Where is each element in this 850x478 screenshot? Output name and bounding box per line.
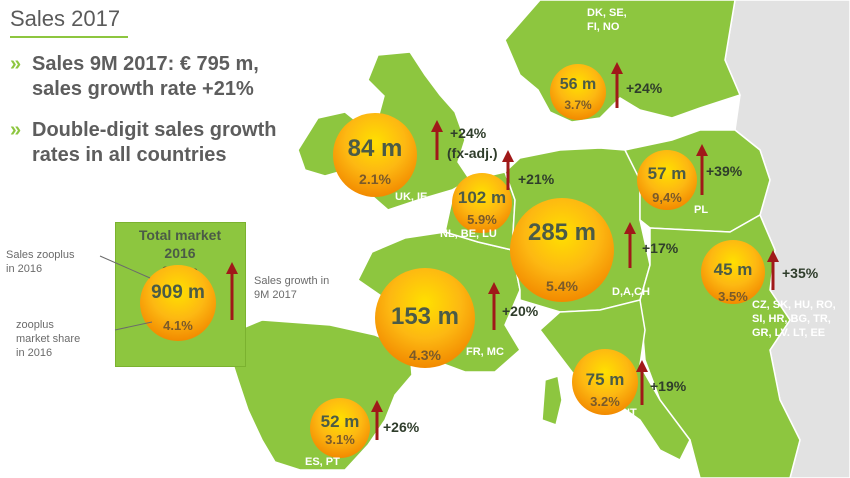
note-line: market share [16,333,81,345]
region-label-pl: PL [694,204,709,216]
sales-value-nordics: 56 m [559,76,597,93]
total-market-title: Total market [138,227,222,243]
market-share-fr-mc: 4.3% [409,347,441,363]
region-label-nordics: FI, NO [587,21,620,33]
legend-bubble-share: 4.1% [163,318,193,333]
sales-bubble-fr-mc [375,268,475,368]
sales-value-cee: 45 m [713,259,753,279]
sales-value-fr-mc: 153 m [390,303,460,330]
sales-value-nl-be-lu: 102 m [457,187,507,207]
legend-growth-arrowhead-icon [226,262,238,274]
growth-arrowhead-icon [371,400,383,412]
growth-note-uk-ie: (fx-adj.) [447,145,498,161]
note-sales-zooplus: Sales zooplus in 2016 [6,248,75,276]
bullet-sales: » Sales 9M 2017: € 795 m, sales growth r… [10,52,310,102]
bullet-sales-line-1: Sales 9M 2017: € 795 m, [32,53,259,75]
bullet-chevron-icon: » [10,119,22,141]
growth-rate-cee: +35% [782,265,819,281]
title-underline [10,36,128,38]
total-market-year: 2016 [164,245,196,261]
region-label-cee: GR, LV. LT, EE [752,327,826,339]
note-growth: Sales growth in 9M 2017 [254,274,329,302]
region-label-nordics: DK, SE, [587,7,627,19]
bullet-sales-line-2: sales growth rate +21% [32,78,254,100]
sales-bubble-es-pt [310,398,370,458]
sales-value-pl: 57 m [647,163,687,183]
note-line: in 2016 [16,347,53,359]
sales-bubble-nordics [550,64,606,120]
market-share-nl-be-lu: 5.9% [467,211,497,227]
growth-arrowhead-icon [767,250,779,262]
growth-arrowhead-icon [431,120,443,132]
sales-value-uk-ie: 84 m [347,135,403,162]
growth-rate-es-pt: +26% [383,419,420,435]
sales-bubble-d-a-ch [510,198,614,302]
region-label-d-a-ch: D,A,CH [612,286,650,298]
market-share-uk-ie: 2.1% [359,171,391,187]
note-line: Sales zooplus [6,249,75,261]
pointer-line [99,255,151,279]
sales-bubble-cee [701,240,765,304]
sales-value-es-pt: 52 m [320,411,360,431]
bullet-growth-line-1: Double-digit sales growth [32,119,277,141]
growth-rate-uk-ie: +24% [450,125,487,141]
growth-rate-fr-mc: +20% [502,303,539,319]
bullet-growth: » Double-digit sales growth rates in all… [10,118,310,168]
note-line: Sales growth in [254,275,330,287]
sales-value-d-a-ch: 285 m [527,219,597,246]
region-shape-islands [541,375,563,426]
market-share-d-a-ch: 5.4% [546,278,578,294]
note-line: zooplus [16,319,54,331]
market-share-it: 3.2% [590,393,620,409]
legend-bubble-value: 909 m [151,282,205,303]
market-share-pl: 9,4% [652,189,682,205]
region-label-es-pt: ES, PT [305,456,340,468]
growth-arrowhead-icon [502,150,514,162]
region-label-fr-mc: FR, MC [466,346,504,358]
growth-rate-pl: +39% [706,163,743,179]
region-label-it: IT [627,407,637,419]
growth-rate-d-a-ch: +17% [642,240,679,256]
market-share-es-pt: 3.1% [325,431,355,447]
region-label-nl-be-lu: NL, BE, LU [440,228,497,240]
region-label-cee: CZ, SK, HU, RO, [752,299,836,311]
growth-arrowhead-icon [611,62,623,74]
bullet-chevron-icon: » [10,53,22,75]
sales-bubble-pl [637,150,697,210]
sales-value-it: 75 m [585,369,625,389]
note-line: 9M 2017 [254,289,297,301]
growth-arrowhead-icon [636,360,648,372]
page-title: Sales 2017 [10,6,121,31]
note-line: in 2016 [6,263,43,275]
legend-bubble [140,265,216,341]
growth-arrowhead-icon [696,144,708,156]
market-share-cee: 3.5% [718,288,748,304]
growth-rate-nl-be-lu: +21% [518,171,555,187]
note-market-share: zooplus market share in 2016 [16,318,80,360]
pointer-line [114,321,153,331]
market-share-nordics: 3.7% [564,98,592,112]
region-label-cee: SI, HR, BG, TR, [752,313,831,325]
growth-arrowhead-icon [624,222,636,234]
sales-bubble-uk-ie [333,113,417,197]
sales-bubble-nl-be-lu [452,173,512,233]
growth-arrowhead-icon [488,282,500,294]
sales-bubble-it [572,349,638,415]
bullet-growth-line-2: rates in all countries [32,144,227,166]
region-label-uk-ie: UK, IE [395,191,428,203]
growth-rate-nordics: +24% [626,80,663,96]
growth-rate-it: +19% [650,378,687,394]
